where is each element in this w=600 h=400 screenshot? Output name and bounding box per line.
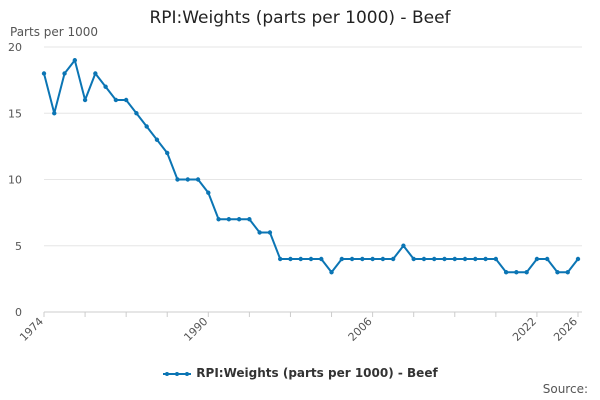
data-point (452, 256, 457, 262)
y-tick-label: 20 (8, 41, 22, 54)
data-point (277, 256, 283, 262)
data-point (555, 270, 560, 275)
legend-swatch (163, 371, 192, 376)
x-tick-label: 2026 (551, 315, 580, 344)
data-point (483, 256, 488, 262)
data-point (360, 256, 365, 262)
data-point (575, 256, 581, 262)
data-point (401, 243, 406, 248)
y-tick-label: 5 (15, 240, 22, 253)
data-point (134, 111, 139, 116)
data-point (544, 256, 550, 262)
data-point (62, 71, 67, 76)
data-point (165, 150, 170, 156)
data-point (380, 256, 386, 262)
data-point (175, 177, 180, 182)
data-point (503, 270, 509, 275)
data-point (123, 97, 129, 103)
data-point (236, 217, 242, 222)
axes: 0 5 10 15 20 1974 1990 2006 2022 2026 (8, 41, 582, 344)
data-point (154, 137, 160, 142)
data-point (206, 190, 211, 195)
data-point (288, 256, 293, 262)
data-point (298, 256, 303, 262)
data-point (226, 217, 232, 222)
data-point (493, 256, 499, 262)
data-point (267, 230, 273, 235)
data-point (370, 256, 375, 262)
data-point (339, 256, 345, 262)
data-point (442, 256, 447, 262)
data-point (93, 71, 98, 76)
data-point (421, 256, 427, 262)
data-point (524, 270, 529, 275)
data-point (308, 256, 314, 262)
x-tick-label: 2006 (346, 315, 375, 344)
data-point (41, 71, 47, 76)
data-point (349, 256, 355, 262)
data-point (216, 217, 221, 222)
legend-label: RPI:Weights (parts per 1000) - Beef (196, 366, 438, 380)
data-point (514, 270, 519, 275)
x-tick-label: 1974 (17, 315, 46, 344)
data-point (82, 97, 88, 103)
data-point (103, 84, 108, 89)
data-point (144, 124, 149, 129)
y-tick-label: 0 (15, 306, 22, 319)
data-point (257, 230, 262, 235)
data-point (473, 256, 478, 262)
data-point (329, 270, 334, 275)
data-point (195, 177, 201, 182)
x-tick-label: 1990 (181, 315, 210, 344)
data-point (411, 256, 416, 262)
data-point (113, 97, 119, 103)
gridlines (44, 46, 582, 247)
x-tick-label: 2022 (510, 315, 539, 344)
data-point (432, 256, 437, 262)
legend[interactable]: RPI:Weights (parts per 1000) - Beef (0, 366, 600, 380)
data-point (390, 256, 396, 262)
data-point (72, 58, 78, 63)
data-point (52, 111, 57, 116)
series-layer (41, 58, 581, 275)
data-point (462, 256, 468, 262)
data-point (534, 256, 540, 262)
source-label: Source: (542, 382, 588, 396)
y-tick-label: 10 (8, 174, 22, 187)
series-line (43, 59, 579, 274)
chart-title: RPI:Weights (parts per 1000) - Beef (149, 8, 451, 28)
data-point (319, 256, 324, 262)
data-point (247, 217, 252, 222)
data-point (565, 270, 570, 275)
y-axis-label: Parts per 1000 (10, 25, 99, 39)
y-tick-label: 15 (8, 107, 22, 120)
data-point (185, 177, 190, 182)
